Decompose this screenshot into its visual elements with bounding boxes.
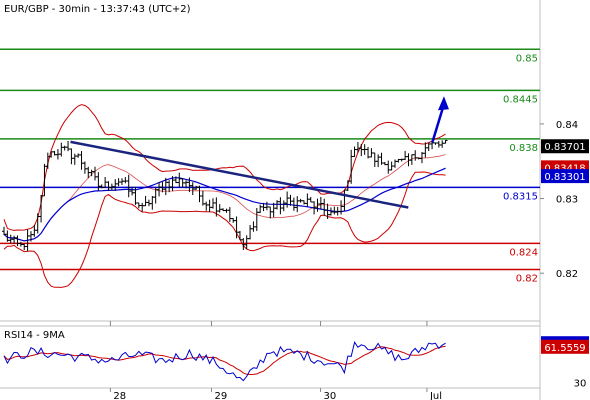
rsi-badge-label: 61.5559 xyxy=(544,343,585,354)
level-label: 0.85 xyxy=(516,53,538,64)
price-axis-tick-label: 0.83 xyxy=(556,195,578,206)
downward-trendline xyxy=(70,140,409,209)
rsi-ma-line xyxy=(3,345,446,376)
level-label: 0.824 xyxy=(509,247,538,258)
bollinger-upper-band xyxy=(3,104,446,231)
time-axis-label: 28 xyxy=(113,391,126,400)
forecast-arrow-head-icon xyxy=(437,96,449,111)
rsi-badge-box xyxy=(541,339,589,354)
price-badge-label: 0.83418 xyxy=(544,163,585,174)
rsi-panel-title: RSI14 - 9MA xyxy=(4,330,65,341)
moving-average-line xyxy=(3,167,446,242)
level-label: 0.8315 xyxy=(503,191,538,202)
rsi-panel: 3064.72761.5559 xyxy=(0,325,589,389)
price-axis-tick-label: 0.82 xyxy=(556,269,578,280)
level-label: 0.82 xyxy=(516,273,538,284)
bollinger-lower-band xyxy=(3,171,446,288)
price-bar xyxy=(443,139,448,144)
rsi-line xyxy=(3,340,446,382)
forecast-arrow-shaft xyxy=(431,103,446,143)
price-badge-box xyxy=(541,169,589,184)
price-badge-label: 0.83301 xyxy=(544,172,585,183)
level-label: 0.838 xyxy=(509,143,538,154)
level-label: 0.8445 xyxy=(503,94,538,105)
bollinger-middle-band xyxy=(3,154,446,242)
time-axis-label: Jul xyxy=(429,391,442,400)
time-axis-label: 29 xyxy=(214,391,227,400)
price-badge-box xyxy=(541,139,589,154)
price-axis-tick-label: 0.84 xyxy=(556,120,578,131)
price-badge-label: 0.83701 xyxy=(544,142,585,153)
rsi-axis-tick-label: 30 xyxy=(574,378,587,389)
chart-title: EUR/GBP - 30min - 13:37:43 (UTC+2) xyxy=(4,4,191,15)
time-axis-label: 30 xyxy=(324,391,337,400)
